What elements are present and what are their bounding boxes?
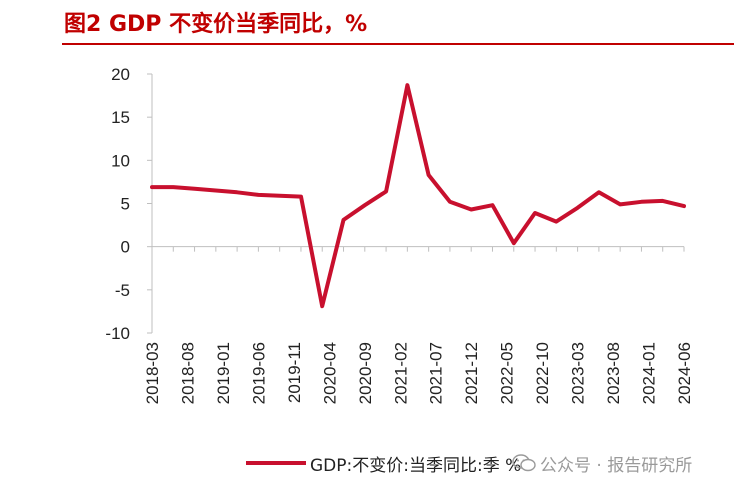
series-line-gdp: [150, 83, 686, 309]
watermark-text: 公众号 · 报告研究所: [540, 455, 693, 476]
x-tick-label: 2019-06: [249, 342, 268, 404]
x-tick-label: 2020-09: [356, 342, 375, 404]
x-tick-label: 2020-04: [320, 342, 339, 404]
figure-title: 图2 GDP 不变价当季同比，%: [64, 12, 368, 37]
y-axis: -10 -5 0 5 10 15 20: [105, 65, 153, 343]
x-tick-label: 2021-02: [391, 342, 410, 404]
y-tick-label: 0: [121, 238, 130, 257]
chart-legend: GDP:不变价:当季同比:季 %: [246, 452, 522, 476]
wechat-icon: [512, 454, 536, 472]
y-tick-label: 15: [111, 108, 130, 127]
x-tick-label: 2022-05: [498, 342, 517, 404]
x-tick-label: 2022-10: [533, 342, 552, 404]
x-tick-label: 2019-01: [214, 342, 233, 404]
x-tick-label: 2023-08: [604, 342, 623, 404]
y-tick-label: -5: [115, 281, 130, 300]
y-tick-label: -10: [105, 324, 130, 343]
x-tick-label: 2024-01: [640, 342, 659, 404]
x-tick-label: 2019-11: [285, 342, 304, 403]
watermark: 公众号 · 报告研究所: [512, 452, 693, 476]
x-tick-label: 2024-06: [675, 342, 694, 404]
legend-swatch: [246, 461, 306, 465]
title-divider: [62, 43, 734, 45]
legend-label: GDP:不变价:当季同比:季 %: [310, 455, 522, 476]
y-tick-label: 20: [111, 65, 130, 84]
x-tick-label: 2021-12: [462, 342, 481, 404]
x-tick-label: 2021-07: [427, 342, 446, 404]
x-axis: 2018-03 2018-08 2019-01 2019-06 2019-11 2020-…: [143, 246, 694, 404]
x-tick-label: 2023-03: [569, 342, 588, 404]
y-tick-label: 10: [111, 151, 130, 170]
y-tick-label: 5: [121, 195, 130, 214]
plot-area: [150, 83, 686, 309]
x-tick-label: 2018-03: [143, 342, 162, 404]
x-tick-label: 2018-08: [178, 342, 197, 404]
